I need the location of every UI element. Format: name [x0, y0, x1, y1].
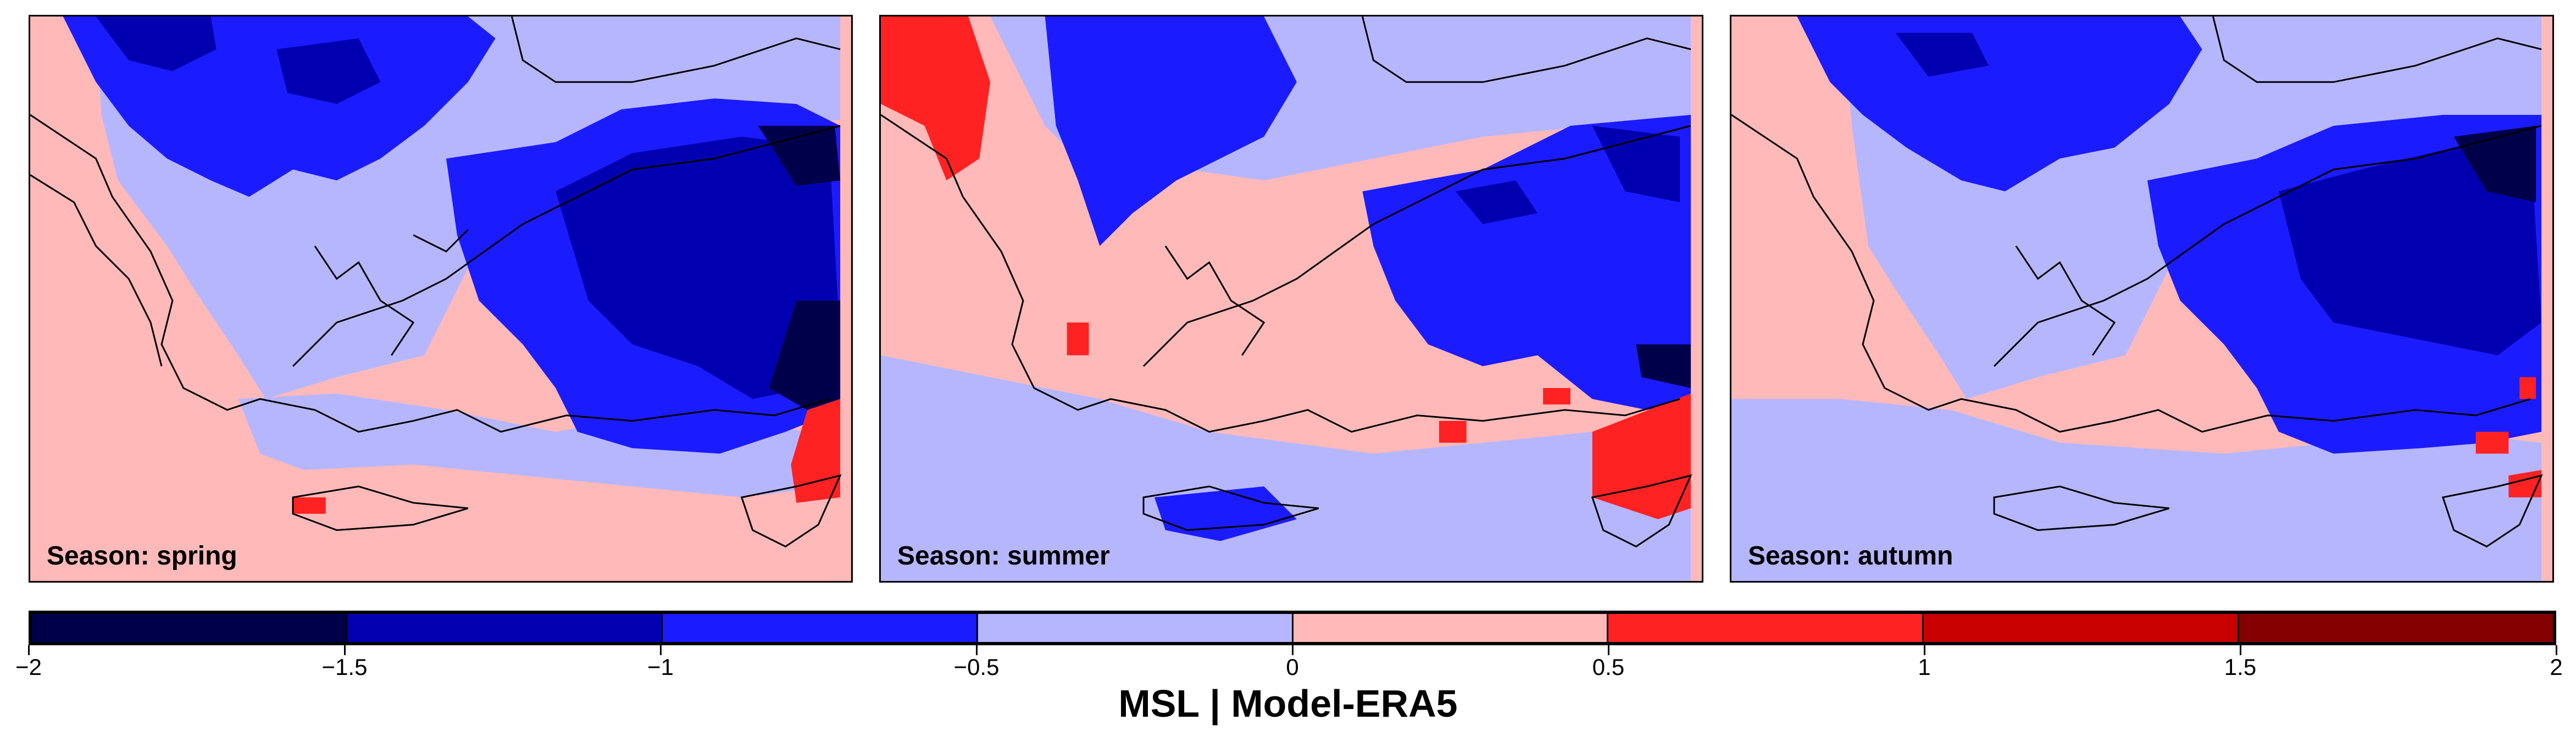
colorbar-tick	[659, 645, 662, 655]
colorbar-tick-label: −1	[647, 654, 674, 680]
map-panel-summer: Season: summer	[879, 15, 1703, 583]
bias-map-summer	[881, 16, 1692, 581]
map-panel-spring: Season: spring	[29, 15, 853, 583]
colorbar-tick	[1291, 645, 1293, 655]
colorbar-segment	[1608, 614, 1924, 642]
colorbar-segment	[1924, 614, 2240, 642]
panel-label: Season: summer	[897, 541, 1110, 571]
colorbar-tick	[343, 645, 346, 655]
panel-label: Season: autumn	[1748, 541, 1953, 571]
colorbar-tick-label: −0.5	[953, 654, 1000, 680]
colorbar	[29, 611, 2556, 645]
colorbar-tick-label: 2	[2550, 654, 2563, 680]
colorbar-segment	[662, 614, 978, 642]
colorbar-title: MSL | Model-ERA5	[1118, 682, 1458, 725]
colorbar-tick	[2555, 645, 2557, 655]
colorbar-tick	[975, 645, 978, 655]
colorbar-tick	[1607, 645, 1609, 655]
colorbar-tick-label: −1.5	[321, 654, 368, 680]
colorbar-tick	[27, 645, 30, 655]
colorbar-tick-label: 1	[1918, 654, 1931, 680]
colorbar-tick-label: −2	[15, 654, 42, 680]
colorbar-segment	[1293, 614, 1609, 642]
colorbar-segment	[978, 614, 1293, 642]
colorbar-segment	[2239, 614, 2553, 642]
panel-label: Season: spring	[47, 541, 237, 571]
colorbar-tick	[2239, 645, 2241, 655]
map-panel-autumn: Season: autumn	[1730, 15, 2554, 583]
colorbar-tick-label: 0	[1286, 654, 1299, 680]
bias-map-autumn	[1731, 16, 2543, 581]
colorbar-tick	[1923, 645, 1925, 655]
colorbar-tick-label: 0.5	[1592, 654, 1625, 680]
colorbar-segment	[32, 614, 347, 642]
colorbar-segment	[347, 614, 663, 642]
colorbar-tick-label: 1.5	[2224, 654, 2257, 680]
bias-map-spring	[30, 16, 842, 548]
